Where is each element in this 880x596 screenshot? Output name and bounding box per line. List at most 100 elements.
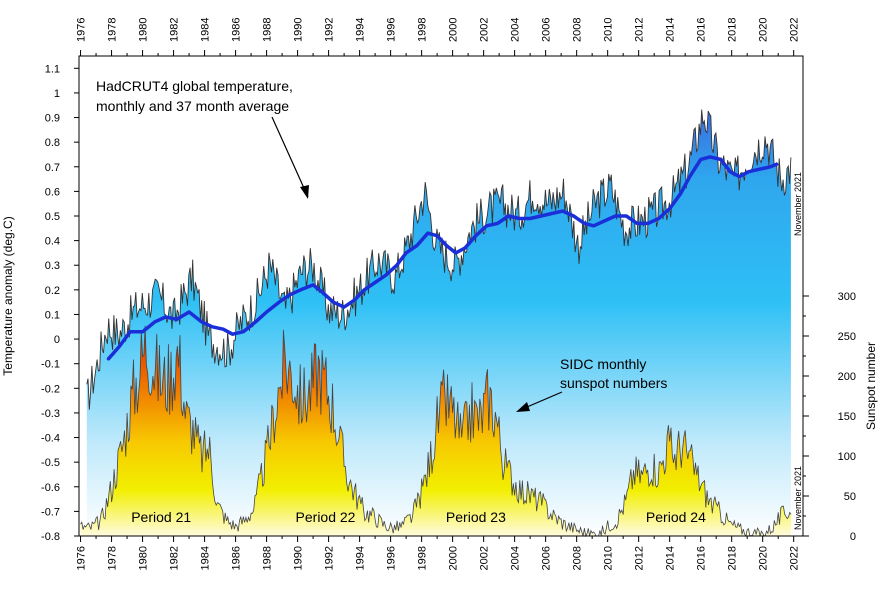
y-axis-right: 0 50 100 150 200 250 300 <box>803 291 856 543</box>
x-tick-label-top: 1994 <box>355 18 367 42</box>
sunspot-area <box>80 325 792 536</box>
x-tick-label-top: 1990 <box>293 18 305 42</box>
x-tick-label-top: 1998 <box>417 18 429 42</box>
period-label: Period 21 <box>131 509 191 525</box>
x-tick-label-bottom: 1998 <box>417 546 429 570</box>
x-tick-label-bottom: 1992 <box>324 546 336 570</box>
x-tick-label-bottom: 2002 <box>479 546 491 570</box>
x-tick-label-top: 1982 <box>169 18 181 42</box>
x-tick-label-top: 2008 <box>572 18 584 42</box>
y-tick-label-right: 50 <box>844 491 856 503</box>
sunspot-annotation-arrowhead <box>516 402 530 412</box>
period-label: Period 22 <box>296 509 356 525</box>
x-tick-label-bottom: 1988 <box>262 546 274 570</box>
x-tick-label-bottom: 2014 <box>665 546 677 570</box>
temperature-annotation-arrow <box>271 116 309 198</box>
x-tick-label-top: 2004 <box>510 18 522 42</box>
x-tick-label-bottom: 2008 <box>572 546 584 570</box>
y-tick-label-left: 0.1 <box>45 309 60 321</box>
y-axis-right-title: Sunspot number <box>864 342 878 430</box>
x-tick-label-top: 2018 <box>727 18 739 42</box>
y-tick-label-right: 300 <box>838 291 856 303</box>
x-tick-label-top: 1992 <box>324 18 336 42</box>
y-tick-label-left: 0 <box>54 334 60 346</box>
sunspot-line <box>80 325 792 538</box>
x-tick-label-top: 2022 <box>789 18 801 42</box>
y-axis-left: -0.8 -0.7 -0.6 -0.5 -0.4 -0.3 -0.2 -0.1 0 0.1 0.2 0… <box>41 63 79 543</box>
temperature-annotation-line-1: HadCRUT4 global temperature, <box>96 78 293 94</box>
sunspot-series <box>80 325 792 538</box>
x-tick-label-bottom: 1982 <box>169 546 181 570</box>
x-tick-label-top: 1980 <box>138 18 150 42</box>
temperature-37-month-average <box>106 155 779 361</box>
x-axis-bottom: 1976 1978 1980 1982 1984 1986 1988 1990 1992 1994… <box>76 536 801 570</box>
temperature-annotation-line-2: monthly and 37 month average <box>96 98 289 114</box>
y-tick-label-left: 0.6 <box>45 186 60 198</box>
x-tick-label-bottom: 1994 <box>355 546 367 570</box>
y-tick-label-left: 0.8 <box>45 137 60 149</box>
x-tick-label-top: 1984 <box>200 18 212 42</box>
x-tick-label-bottom: 1978 <box>107 546 119 570</box>
x-tick-label-top: 2002 <box>479 18 491 42</box>
y-tick-label-left: 0.7 <box>45 162 60 174</box>
y-tick-label-left: 0.3 <box>45 260 60 272</box>
average-line <box>106 155 779 361</box>
x-tick-label-bottom: 1976 <box>76 546 88 570</box>
x-tick-label-top: 2014 <box>665 18 677 42</box>
y-tick-label-left: 0.4 <box>45 236 60 248</box>
sunspot-annotation-line-2: sunspot numbers <box>560 375 667 391</box>
x-tick-label-bottom: 1996 <box>386 546 398 570</box>
sunspot-annotation-line-1: SIDC monthly <box>560 356 646 372</box>
x-tick-label-bottom: 2022 <box>789 546 801 570</box>
y-tick-label-left: -0.6 <box>41 482 60 494</box>
x-tick-label-bottom: 2004 <box>510 546 522 570</box>
period-labels: Period 21 Period 22 Period 23 Period 24 <box>131 509 706 525</box>
y-tick-label-right: 100 <box>838 451 856 463</box>
y-tick-label-left: 0.5 <box>45 211 60 223</box>
y-tick-label-right: 150 <box>838 411 856 423</box>
y-tick-label-right: 200 <box>838 371 856 383</box>
x-tick-label-top: 2012 <box>634 18 646 42</box>
sunspot-area-fill <box>80 325 792 536</box>
x-tick-label-bottom: 2018 <box>727 546 739 570</box>
y-tick-label-left: -0.4 <box>41 433 60 445</box>
x-tick-label-top: 1986 <box>231 18 243 42</box>
y-tick-label-right: 250 <box>838 331 856 343</box>
x-tick-label-top: 1996 <box>386 18 398 42</box>
x-tick-label-bottom: 1980 <box>138 546 150 570</box>
y-tick-label-right: 0 <box>850 531 856 543</box>
x-tick-label-top: 2000 <box>448 18 460 42</box>
y-tick-label-left: -0.3 <box>41 408 60 420</box>
y-tick-label-left: -0.8 <box>41 531 60 543</box>
x-tick-label-bottom: 2020 <box>758 546 770 570</box>
x-tick-label-bottom: 2016 <box>696 546 708 570</box>
y-tick-label-left: 0.2 <box>45 285 60 297</box>
x-tick-label-top: 2006 <box>541 18 553 42</box>
period-label: Period 24 <box>646 509 706 525</box>
y-tick-label-left: -0.1 <box>41 359 60 371</box>
x-tick-label-bottom: 2006 <box>541 546 553 570</box>
period-label: Period 23 <box>446 509 506 525</box>
y-axis-left-title: Temperature anomaly (deg.C) <box>1 216 15 375</box>
x-tick-label-bottom: 1984 <box>200 546 212 570</box>
y-tick-label-left: -0.2 <box>41 383 60 395</box>
x-tick-label-top: 1976 <box>76 18 88 42</box>
x-tick-label-top: 1988 <box>262 18 274 42</box>
sunspot-stamp: November 2021 <box>793 466 803 530</box>
x-tick-label-top: 2016 <box>696 18 708 42</box>
x-axis-top: 1976 1978 1980 1982 1984 1986 1988 1990 1992 1994… <box>76 18 801 56</box>
x-tick-label-top: 2010 <box>603 18 615 42</box>
x-tick-label-bottom: 2000 <box>448 546 460 570</box>
y-tick-label-left: -0.7 <box>41 506 60 518</box>
x-tick-label-top: 1978 <box>107 18 119 42</box>
y-tick-label-left: 1.1 <box>45 63 60 75</box>
y-tick-label-left: 0.9 <box>45 113 60 125</box>
y-tick-label-left: 1 <box>54 88 60 100</box>
y-tick-label-left: -0.5 <box>41 457 60 469</box>
x-tick-label-bottom: 2012 <box>634 546 646 570</box>
x-tick-label-bottom: 2010 <box>603 546 615 570</box>
x-tick-label-top: 2020 <box>758 18 770 42</box>
temperature-stamp: November 2021 <box>793 172 803 236</box>
temperature-annotation-arrowhead <box>300 185 309 199</box>
